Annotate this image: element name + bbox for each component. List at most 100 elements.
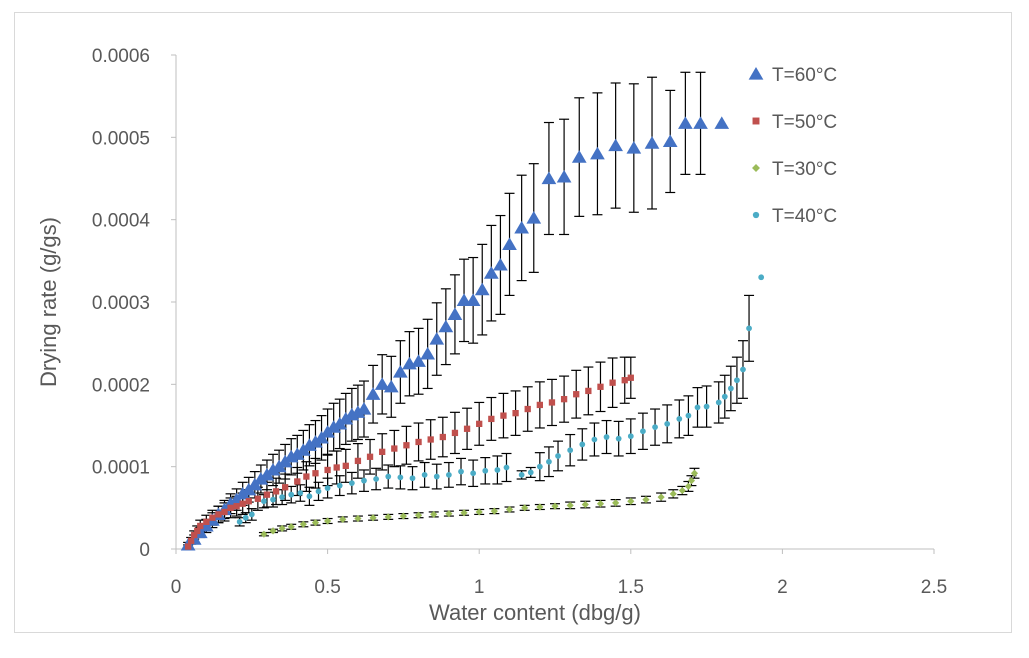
- data-point: [460, 509, 468, 517]
- data-point: [571, 150, 587, 163]
- data-point: [693, 116, 708, 129]
- legend-label: T=30°C: [772, 159, 837, 180]
- x-axis-title: Water content (dbg/g): [429, 600, 641, 625]
- legend-label: T=60°C: [772, 65, 837, 86]
- data-point: [374, 377, 390, 390]
- data-point: [427, 436, 434, 443]
- data-point: [536, 463, 543, 470]
- x-tick-label: 0.5: [314, 577, 340, 598]
- data-point: [536, 401, 543, 409]
- data-point: [399, 512, 407, 520]
- data-point: [184, 543, 192, 550]
- data-point: [339, 515, 347, 523]
- data-point: [581, 500, 589, 509]
- data-point: [518, 472, 525, 478]
- data-point: [740, 366, 746, 373]
- data-point: [312, 470, 319, 477]
- data-point: [324, 517, 332, 525]
- data-point: [556, 169, 572, 183]
- data-point: [579, 441, 586, 448]
- data-point: [302, 438, 317, 451]
- data-point: [236, 518, 243, 525]
- data-point: [272, 488, 280, 495]
- data-point: [433, 473, 440, 480]
- data-point: [248, 511, 255, 518]
- data-point: [326, 420, 342, 433]
- data-point: [555, 453, 561, 459]
- legend-marker: [748, 67, 764, 80]
- data-point: [350, 405, 366, 418]
- data-point: [311, 519, 320, 527]
- data-point: [306, 493, 313, 500]
- data-point: [239, 500, 246, 507]
- data-point: [403, 442, 410, 449]
- legend-label: T=50°C: [772, 112, 837, 133]
- error-bars-t-40-c: [234, 294, 755, 527]
- y-tick-label: 0.0003: [92, 293, 150, 314]
- data-point: [463, 425, 471, 432]
- data-point: [664, 420, 671, 427]
- data-point: [397, 474, 404, 481]
- data-point: [627, 374, 634, 381]
- data-point: [361, 477, 367, 484]
- data-point: [383, 379, 399, 393]
- data-point: [669, 490, 677, 498]
- data-point: [269, 527, 277, 535]
- data-point: [261, 498, 267, 505]
- data-point: [356, 402, 372, 415]
- data-point: [746, 325, 752, 332]
- y-ticks: 0 0.0001 0.0002 0.0003 0.0004 0.0005 0.0006: [92, 46, 176, 561]
- data-point: [482, 467, 489, 474]
- legend: T=60°C T=50°C T=30°C T=40°C: [748, 65, 837, 227]
- data-point: [336, 482, 343, 489]
- data-point: [373, 476, 379, 482]
- data-point: [657, 493, 665, 501]
- data-point: [612, 499, 620, 507]
- data-point: [567, 447, 574, 454]
- data-point: [493, 257, 508, 271]
- data-point: [521, 504, 529, 512]
- legend-entry: T=40°C: [752, 206, 837, 227]
- data-point: [609, 379, 616, 386]
- data-point: [503, 464, 510, 471]
- data-point: [439, 433, 446, 441]
- data-point: [483, 266, 499, 279]
- data-point: [348, 480, 355, 487]
- data-point: [546, 458, 552, 465]
- data-point: [379, 448, 386, 455]
- legend-entry: T=50°C: [752, 112, 837, 133]
- data-point: [445, 509, 453, 518]
- data-point: [727, 385, 734, 392]
- data-point: [690, 469, 699, 477]
- data-point: [299, 520, 307, 528]
- data-point: [474, 282, 490, 296]
- data-point: [526, 211, 542, 224]
- legend-entry: T=60°C: [748, 65, 837, 86]
- data-point: [451, 429, 459, 437]
- data-point: [385, 473, 392, 480]
- data-point: [447, 307, 463, 320]
- data-point: [411, 354, 426, 367]
- data-point: [627, 497, 635, 505]
- data-point: [490, 507, 498, 515]
- data-point: [603, 434, 610, 440]
- data-point: [566, 501, 574, 509]
- data-point: [687, 477, 696, 485]
- data-point: [369, 514, 377, 522]
- data-point: [365, 387, 381, 400]
- data-point: [494, 467, 501, 473]
- data-point: [524, 405, 531, 413]
- data-point: [354, 457, 362, 465]
- y-tick-label: 0.0006: [92, 46, 150, 67]
- data-point: [415, 438, 422, 446]
- data-point: [366, 453, 374, 460]
- data-point: [685, 412, 692, 419]
- y-tick-label: 0: [139, 540, 150, 561]
- data-point: [640, 428, 646, 435]
- data-point: [254, 495, 262, 502]
- chart-frame: [14, 12, 1012, 633]
- data-point: [197, 522, 204, 530]
- data-point: [333, 464, 340, 471]
- data-point: [215, 511, 222, 518]
